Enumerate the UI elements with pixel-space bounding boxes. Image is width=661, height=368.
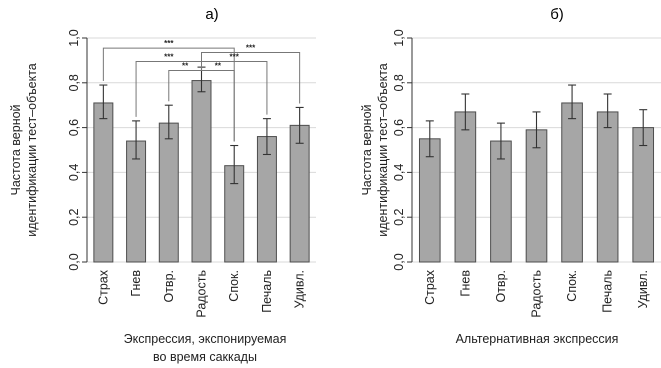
bar [561, 102, 583, 263]
bar [289, 124, 310, 263]
chart-panel-a: 0,0 0,2 0,4 0,6 0,8 1,0 Страх Гнев Отвр. Радость С… [9, 6, 316, 364]
bar [256, 136, 277, 263]
y-tick-label: 0,2 [67, 208, 81, 225]
y-axis-title-line: Частота верной [9, 104, 23, 195]
x-category-label: Радость [530, 270, 544, 318]
bar [454, 111, 477, 263]
y-tick-label: 0,0 [67, 253, 81, 270]
y-tick-label: 0,8 [392, 74, 406, 91]
significance-bracket [201, 61, 268, 115]
x-category-label: Гнев [458, 270, 472, 297]
x-category-label: Радость [195, 270, 209, 318]
y-tick-label: 0,4 [392, 164, 406, 181]
bar [93, 102, 114, 263]
x-category-label: Гнев [129, 270, 143, 297]
y-axis-title-line: идентификации тест–объекта [25, 63, 39, 237]
x-category-label: Печаль [260, 270, 274, 313]
significance-bracket [201, 63, 235, 142]
y-tick-label: 1,0 [392, 29, 406, 46]
x-category-label: Спок. [565, 270, 579, 302]
x-category-label: Отвр. [162, 270, 176, 303]
x-category-label: Страх [96, 269, 110, 305]
x-axis-title-line: во время саккады [153, 350, 257, 364]
x-category-label: Печаль [601, 270, 615, 313]
x-category-label: Страх [423, 269, 437, 305]
panel-title: б) [550, 6, 564, 23]
x-axis-title-line: Альтернативная экспрессия [456, 332, 619, 346]
significance-label: ** [182, 61, 189, 70]
y-tick-label: 0,6 [392, 119, 406, 136]
bar [632, 127, 655, 263]
y-axis-title-line: идентификации тест–объекта [376, 63, 390, 237]
x-category-label: Спок. [227, 270, 241, 302]
panel-title: а) [205, 6, 218, 23]
x-category-label: Удивл. [636, 270, 650, 308]
significance-label: *** [246, 44, 256, 53]
bar [158, 122, 179, 263]
x-category-label: Удивл. [293, 270, 307, 308]
significance-bracket [201, 52, 301, 104]
bar [596, 111, 619, 263]
significance-label: *** [164, 39, 174, 48]
x-category-label: Отвр. [494, 270, 508, 303]
y-axis-title-line: Частота верной [360, 104, 374, 195]
x-axis-title-line: Экспрессия, экспонируемая [124, 332, 287, 346]
significance-label: *** [164, 53, 174, 62]
bar [525, 129, 548, 263]
y-tick-label: 1,0 [67, 29, 81, 46]
significance-label: *** [230, 53, 240, 62]
chart-panel-b: 0,0 0,2 0,4 0,6 0,8 1,0 Страх Гнев Отвр. Радость С… [360, 6, 661, 346]
y-tick-label: 0,6 [67, 119, 81, 136]
bar [418, 138, 441, 263]
significance-label: ** [215, 61, 222, 70]
y-tick-label: 0,0 [392, 253, 406, 270]
y-tick-label: 0,4 [67, 164, 81, 181]
y-tick-label: 0,8 [67, 74, 81, 91]
y-tick-label: 0,2 [392, 208, 406, 225]
bar [191, 80, 212, 263]
